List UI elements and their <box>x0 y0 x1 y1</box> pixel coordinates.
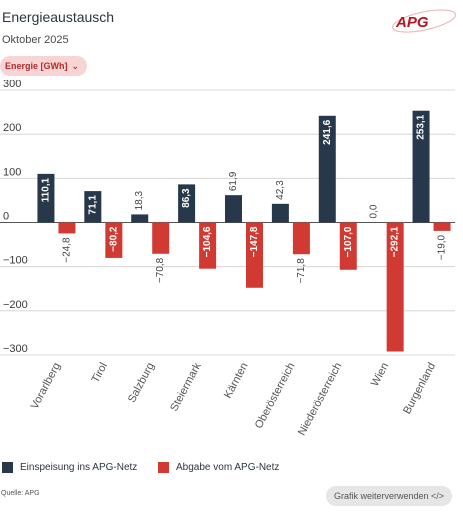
x-tick-label: Wien <box>369 361 391 389</box>
y-tick-label: 200 <box>3 122 21 134</box>
x-tick-label: Salzburg <box>126 361 157 405</box>
bar-einspeisung <box>84 191 102 223</box>
bar-chart: 300 200 100 0 −100 −200 −300 110,1 −24,8 71,1 −80… <box>0 80 455 438</box>
data-label: 86,3 <box>181 188 192 208</box>
data-label: 71,1 <box>87 195 98 215</box>
data-label: −24,8 <box>61 237 72 263</box>
logo-text: APG <box>395 14 429 31</box>
apg-logo: APG <box>392 9 456 33</box>
bar-abgabe <box>246 222 263 288</box>
x-tick-label: Vorarlberg <box>29 361 63 411</box>
legend-label-einspeisung: Einspeisung ins APG-Netz <box>20 462 138 473</box>
data-label: −104,6 <box>202 226 213 257</box>
filter-label: Energie [GWh] <box>5 61 68 71</box>
data-label: −107,0 <box>343 226 354 257</box>
legend-swatch-einspeisung <box>2 462 13 473</box>
y-tick-label: −100 <box>3 255 28 267</box>
bar-abgabe <box>105 222 123 258</box>
bar-abgabe <box>386 222 404 352</box>
grid-lines <box>0 89 455 356</box>
reuse-chart-button[interactable]: Grafik weiterverwenden </> <box>326 486 453 506</box>
x-tick-label: Kärnten <box>222 361 251 401</box>
bar-einspeisung <box>131 214 149 223</box>
data-labels: 110,1 −24,8 71,1 −80,2 18,3 −70,8 86,3 −104,6 61… <box>40 114 447 283</box>
legend-label-abgabe: Abgabe vom APG-Netz <box>176 462 280 473</box>
bar-abgabe <box>199 222 217 269</box>
energy-filter-dropdown[interactable]: Energie [GWh] ⌄ <box>0 56 88 76</box>
data-label: 61,9 <box>228 171 239 191</box>
data-label: −292,1 <box>390 226 401 257</box>
x-tick-label: Steiermark <box>168 360 204 413</box>
bar-einspeisung <box>271 203 289 223</box>
bar-einspeisung <box>225 195 242 223</box>
bar-einspeisung <box>37 173 55 223</box>
data-label: −80,2 <box>108 226 119 252</box>
data-label: −147,8 <box>249 226 260 257</box>
chart-subtitle: Oktober 2025 <box>2 34 69 46</box>
data-label: −70,8 <box>155 257 166 283</box>
chart-title: Energieaustausch <box>2 9 115 25</box>
bars <box>37 110 451 352</box>
bar-abgabe <box>339 222 357 270</box>
y-tick-label: −200 <box>3 299 28 311</box>
bar-einspeisung <box>178 184 196 223</box>
data-label: 42,3 <box>275 180 286 200</box>
legend-item-einspeisung[interactable]: Einspeisung ins APG-Netz <box>2 462 137 473</box>
data-label: 110,1 <box>40 177 51 202</box>
bar-einspeisung <box>412 110 430 223</box>
x-tick-label: Niederösterreich <box>296 361 344 438</box>
y-tick-label: 0 <box>3 211 9 223</box>
data-label: 18,3 <box>134 191 145 211</box>
bar-einspeisung <box>318 115 336 223</box>
bar-abgabe <box>152 222 170 254</box>
data-label: −71,8 <box>296 258 307 284</box>
bar-abgabe <box>58 222 76 234</box>
data-label: 241,6 <box>322 119 333 144</box>
bar-abgabe <box>292 222 310 255</box>
y-tick-label: 300 <box>3 80 21 90</box>
data-label: 253,1 <box>416 114 427 139</box>
y-axis: 300 200 100 0 −100 −200 −300 <box>3 80 28 355</box>
legend-item-abgabe[interactable]: Abgabe vom APG-Netz <box>158 462 279 473</box>
chevron-down-icon: ⌄ <box>71 61 80 71</box>
x-tick-label: Tirol <box>90 361 110 385</box>
x-axis: Vorarlberg Tirol Salzburg Steiermark Kärnten… <box>29 360 439 437</box>
x-tick-label: Oberösterreich <box>253 361 298 431</box>
source-note: Quelle: APG <box>1 490 40 497</box>
y-tick-label: −300 <box>3 343 28 355</box>
data-label: −19,0 <box>437 234 448 260</box>
legend-swatch-abgabe <box>158 462 169 473</box>
y-tick-label: 100 <box>3 166 21 178</box>
x-tick-label: Burgenland <box>401 361 438 416</box>
bar-abgabe <box>433 222 451 231</box>
data-label: 0,0 <box>369 204 380 218</box>
